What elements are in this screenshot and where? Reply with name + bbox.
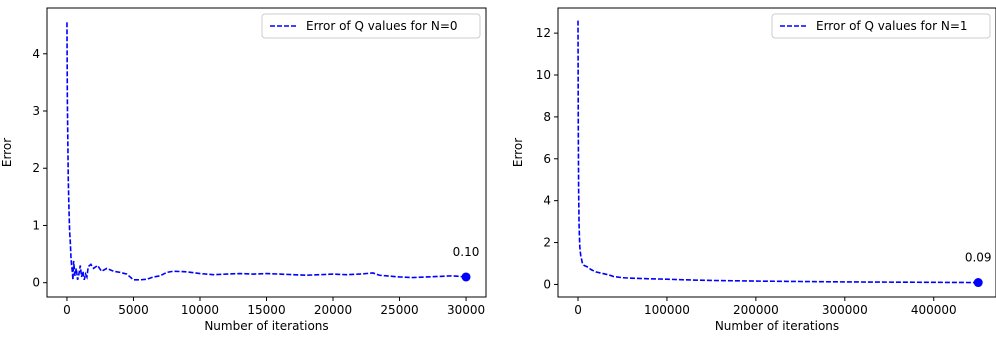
chart-2-y-tick-label: 12 [536, 26, 551, 40]
chart-2-y-tick-label: 6 [543, 152, 551, 166]
chart-2-x-tick-label: 400000 [911, 303, 957, 317]
chart-1-y-tick-label: 3 [32, 104, 40, 118]
chart-2-endpoint-marker [973, 278, 983, 288]
chart-2-y-axis-label: Error [511, 138, 525, 167]
chart-2-x-tick-label: 200000 [733, 303, 779, 317]
chart-1-series-line [66, 22, 467, 281]
chart-2-x-tick-label: 100000 [644, 303, 690, 317]
chart-2-x-tick-label: 300000 [822, 303, 868, 317]
chart-2: 0.09 0 100000 200000 300000 400000 0 2 4 6 8 10 12 Nu… [511, 7, 996, 333]
chart-2-endpoint-label: 0.09 [965, 251, 992, 265]
chart-1-legend-label: Error of Q values for N=0 [306, 19, 458, 33]
chart-2-y-tick-label: 2 [543, 236, 551, 250]
chart-1-legend-box [261, 13, 481, 39]
chart-2-y-tick-label: 0 [543, 277, 551, 291]
chart-1-endpoint-marker [461, 272, 471, 282]
chart-1-y-tick-label: 0 [32, 276, 40, 290]
chart-2-x-tick-label: 0 [574, 303, 582, 317]
chart-2-legend-box [771, 13, 991, 39]
chart-1-legend: Error of Q values for N=0 [261, 13, 481, 39]
chart-1-x-tick-label: 25000 [380, 303, 418, 317]
chart-1-y-axis-label: Error [0, 138, 14, 167]
chart-2-legend: Error of Q values for N=1 [771, 13, 991, 39]
chart-2-y-tick-label: 4 [543, 194, 551, 208]
chart-1-endpoint-label: 0.10 [453, 245, 480, 259]
chart-1-x-tick-label: 10000 [181, 303, 219, 317]
chart-2-y-tick-label: 10 [536, 68, 551, 82]
chart-1-x-axis-label: Number of iterations [204, 319, 328, 333]
chart-1-x-tick-label: 20000 [314, 303, 352, 317]
chart-1-y-tick-label: 2 [32, 161, 40, 175]
chart-1-x-tick-label: 5000 [118, 303, 149, 317]
chart-2-legend-label: Error of Q values for N=1 [816, 19, 968, 33]
chart-1-x-tick-label: 15000 [247, 303, 285, 317]
chart-1: 0.10 0 5000 10000 15000 20000 25000 30000 0 1 2 3 4 N… [0, 7, 487, 333]
chart-2-y-tick-label: 8 [543, 110, 551, 124]
chart-2-axes-frame [557, 7, 996, 298]
chart-1-axes-frame [46, 7, 487, 298]
chart-2-series-line [577, 20, 979, 284]
chart-1-y-tick-label: 4 [32, 47, 40, 61]
chart-1-x-tick-label: 0 [63, 303, 71, 317]
chart-1-x-tick-label: 30000 [447, 303, 485, 317]
chart-2-x-axis-label: Number of iterations [715, 319, 839, 333]
chart-1-y-tick-label: 1 [32, 218, 40, 232]
